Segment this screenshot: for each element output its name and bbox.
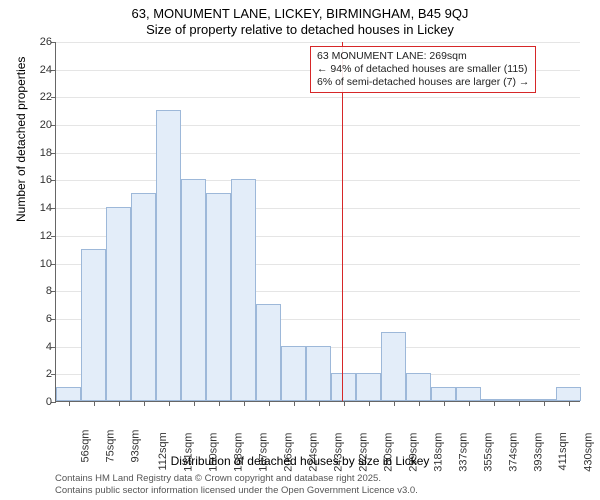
y-tick-label: 22 <box>22 91 56 103</box>
histogram-bar <box>206 193 231 401</box>
x-tick-mark <box>194 401 195 406</box>
annotation-box: 63 MONUMENT LANE: 269sqm ← 94% of detach… <box>310 46 536 93</box>
gridline <box>56 180 580 181</box>
y-tick-label: 0 <box>22 396 56 408</box>
gridline <box>56 42 580 43</box>
histogram-bar <box>381 332 406 401</box>
x-tick-mark <box>94 401 95 406</box>
histogram-bar <box>56 387 81 401</box>
x-tick-mark <box>69 401 70 406</box>
y-tick-label: 24 <box>22 64 56 76</box>
histogram-bar <box>281 346 306 401</box>
x-tick-mark <box>544 401 545 406</box>
histogram-bar <box>231 179 256 401</box>
x-tick-mark <box>344 401 345 406</box>
histogram-bar <box>406 373 431 401</box>
x-tick-mark <box>569 401 570 406</box>
histogram-bar <box>181 179 206 401</box>
histogram-bar <box>106 207 131 401</box>
x-tick-mark <box>469 401 470 406</box>
y-tick-label: 16 <box>22 174 56 186</box>
histogram-bar <box>256 304 281 401</box>
x-tick-mark <box>369 401 370 406</box>
y-tick-label: 20 <box>22 119 56 131</box>
histogram-bar <box>156 110 181 401</box>
y-tick-label: 4 <box>22 341 56 353</box>
x-tick-mark <box>269 401 270 406</box>
histogram-bar <box>556 387 581 401</box>
x-tick-mark <box>494 401 495 406</box>
x-tick-mark <box>244 401 245 406</box>
histogram-bar <box>131 193 156 401</box>
histogram-bar <box>81 249 106 401</box>
y-tick-label: 2 <box>22 368 56 380</box>
annotation-line2: ← 94% of detached houses are smaller (11… <box>317 63 529 76</box>
x-tick-mark <box>444 401 445 406</box>
y-axis-title: Number of detached properties <box>14 57 28 222</box>
footer-line2: Contains public sector information licen… <box>55 485 418 496</box>
y-tick-label: 14 <box>22 202 56 214</box>
x-tick-mark <box>419 401 420 406</box>
y-tick-label: 26 <box>22 36 56 48</box>
y-tick-label: 18 <box>22 147 56 159</box>
x-tick-mark <box>294 401 295 406</box>
x-tick-mark <box>144 401 145 406</box>
chart-title-line1: 63, MONUMENT LANE, LICKEY, BIRMINGHAM, B… <box>0 6 600 21</box>
histogram-bar <box>431 387 456 401</box>
x-axis-title: Distribution of detached houses by size … <box>0 454 600 468</box>
gridline <box>56 125 580 126</box>
histogram-bar <box>356 373 381 401</box>
histogram-bar <box>456 387 481 401</box>
marker-vertical-line <box>342 42 343 401</box>
y-tick-label: 10 <box>22 258 56 270</box>
x-tick-mark <box>319 401 320 406</box>
x-tick-mark <box>394 401 395 406</box>
x-tick-mark <box>519 401 520 406</box>
histogram-chart: 63, MONUMENT LANE, LICKEY, BIRMINGHAM, B… <box>0 0 600 500</box>
footer-line1: Contains HM Land Registry data © Crown c… <box>55 473 418 484</box>
y-tick-label: 6 <box>22 313 56 325</box>
x-tick-mark <box>169 401 170 406</box>
x-tick-mark <box>119 401 120 406</box>
gridline <box>56 97 580 98</box>
histogram-bar <box>306 346 331 401</box>
annotation-line3: 6% of semi-detached houses are larger (7… <box>317 76 529 89</box>
histogram-bar <box>331 373 356 401</box>
y-tick-label: 12 <box>22 230 56 242</box>
x-tick-mark <box>219 401 220 406</box>
chart-footer: Contains HM Land Registry data © Crown c… <box>55 473 418 496</box>
annotation-line1: 63 MONUMENT LANE: 269sqm <box>317 50 529 63</box>
plot-area: 0246810121416182022242656sqm75sqm93sqm11… <box>55 42 580 402</box>
chart-title-line2: Size of property relative to detached ho… <box>0 22 600 37</box>
gridline <box>56 153 580 154</box>
y-tick-label: 8 <box>22 285 56 297</box>
